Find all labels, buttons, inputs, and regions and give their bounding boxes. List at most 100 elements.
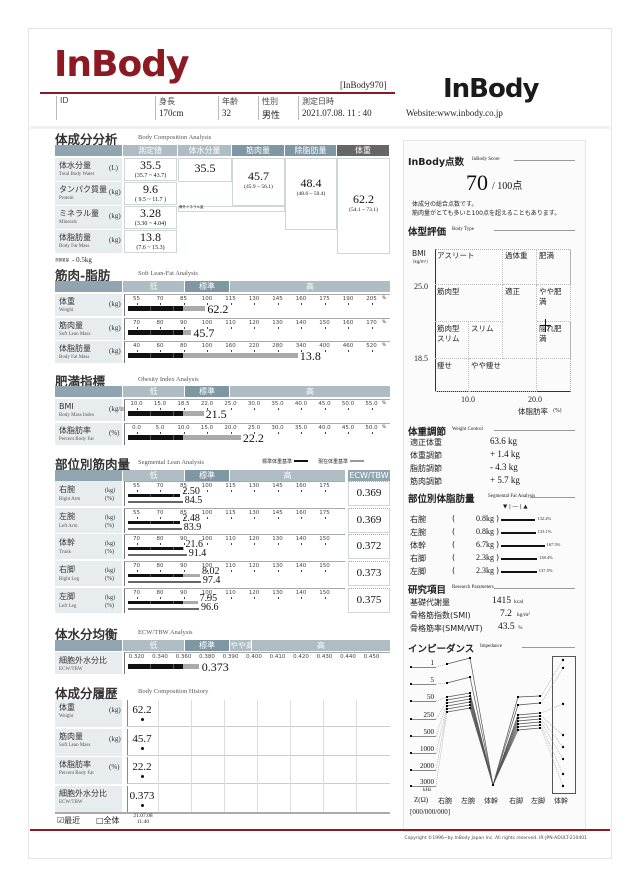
seg-row-3-label-en: Right Leg bbox=[59, 577, 80, 583]
seg-fat-bar-4 bbox=[501, 571, 537, 573]
wc-label-0: 適正体重 bbox=[410, 438, 442, 447]
ecw-row-tick: 0.410 bbox=[269, 654, 286, 660]
tbw-value: 35.5 bbox=[194, 161, 216, 175]
trunk-impedance-box bbox=[552, 656, 576, 794]
seg-fat-pct-0: 132.2% bbox=[537, 516, 552, 521]
obesity-row-1-unit: (%) bbox=[109, 428, 120, 437]
obesity-row-0-tick-mark bbox=[160, 408, 161, 410]
research-label-0: 基礎代謝量 bbox=[410, 598, 450, 607]
ecw-row-tick: 0.400 bbox=[246, 654, 262, 660]
wc-label-3: 筋肉調節 bbox=[410, 477, 442, 486]
seg-fat-paren-close: ) bbox=[496, 540, 500, 549]
seg-row-0-unit-kg: (kg) bbox=[105, 488, 115, 494]
ecw-row-tick: 0.440 bbox=[340, 654, 356, 660]
obesity-row-0-unit: (kg/m²) bbox=[109, 405, 131, 413]
slf-row-2-tick: 40 bbox=[133, 343, 140, 349]
history-row-3-label: 細胞外水分比 bbox=[59, 788, 107, 798]
seg-row-4-tick-mark bbox=[301, 596, 302, 599]
seg-row-0-pct-value: 84.5 bbox=[184, 495, 203, 506]
slf-row-0-bar-extension bbox=[183, 306, 206, 311]
measure-range: (3.30 ~ 4.04) bbox=[134, 221, 167, 227]
seg-row-3-tick: 110 bbox=[225, 563, 236, 570]
slf-row-0-tick: 70 bbox=[156, 296, 164, 302]
history-row-1-track bbox=[127, 728, 390, 756]
band-low: 低 bbox=[123, 386, 184, 397]
ecw-row-tick: 0.380 bbox=[199, 654, 215, 660]
seg-row-3-label: 右脚 bbox=[59, 565, 75, 575]
slf-row-1-tick-mark bbox=[136, 326, 138, 329]
seg-row-4-tick-mark bbox=[136, 596, 138, 599]
seg-fat-label-4: 左脚 bbox=[410, 567, 426, 576]
column-header-1: 体水分量 bbox=[178, 145, 231, 156]
impedance-segment-4: 左脚 bbox=[531, 797, 545, 805]
wc-value-1: + 1.4 kg bbox=[490, 449, 520, 459]
seg-fat-paren-close: ) bbox=[496, 514, 500, 523]
slf-row-0-unit: (kg) bbox=[109, 300, 121, 308]
field-label-4: 測定日時 bbox=[302, 97, 334, 106]
band-normal: 標準 bbox=[185, 386, 229, 397]
slf-row-1-tick-mark bbox=[324, 326, 326, 329]
seg-row-3-tick-mark bbox=[230, 570, 232, 573]
history-row-1-point bbox=[141, 746, 144, 750]
history-grid-line bbox=[224, 700, 225, 812]
history-row-2-point bbox=[141, 775, 144, 778]
band-label-header bbox=[55, 281, 122, 292]
history-row-2-label-cell bbox=[55, 757, 122, 784]
slf-row-2-tick-mark bbox=[324, 350, 326, 352]
freq-label-4: 500 bbox=[423, 728, 435, 736]
body-type-cell-9: 痩せ bbox=[435, 359, 469, 392]
seg-row-1-ecw-cell bbox=[348, 507, 390, 533]
seg-fat-pct-3: 138.4% bbox=[538, 555, 553, 560]
seg-row-2-tick: 70 bbox=[133, 536, 140, 543]
history-all-checkbox[interactable]: □全体 bbox=[96, 816, 120, 825]
bc-row-3-label-cell bbox=[55, 230, 122, 253]
slf-row-1-tick: 170 bbox=[366, 319, 377, 326]
seg-row-2-tick-mark bbox=[230, 543, 232, 546]
obesity-row-1-tick: 15.0 bbox=[200, 424, 214, 431]
seg-row-3-tick: 140 bbox=[295, 563, 307, 570]
seg-row-4-ecw-cell bbox=[348, 587, 390, 613]
bc-row-3-label: 体脂肪量 bbox=[59, 233, 91, 242]
impedance-segment-1: 左腕 bbox=[461, 797, 475, 805]
weight-control-rule bbox=[494, 430, 575, 431]
obesity-row-1-tick-mark bbox=[183, 431, 185, 434]
seg-fat-pct-2: 167.5% bbox=[546, 542, 561, 547]
field-divider bbox=[218, 96, 219, 120]
seg-row-4-unit-pct: (%) bbox=[105, 602, 114, 609]
pbf-tick-20: 20.0 bbox=[528, 395, 542, 404]
seg-row-3-tick: 130 bbox=[272, 563, 283, 570]
score-subtitle: InBody Score bbox=[472, 157, 500, 162]
header-band bbox=[30, 126, 610, 129]
slf-row-1-tick-mark bbox=[160, 326, 161, 329]
slf-row-0-tick-mark bbox=[136, 303, 138, 305]
slf-row-2-tick-mark bbox=[277, 350, 279, 352]
obesity-row-1-tick: 10.0 bbox=[177, 424, 190, 431]
field-label-2: 年齢 bbox=[222, 97, 238, 106]
seg-row-1-tick: 145 bbox=[272, 509, 283, 516]
slf-row-2-label-en: Body Fat Mass bbox=[59, 355, 90, 360]
wc-value-3: + 5.7 kg bbox=[490, 475, 520, 485]
seg-row-4-kg-bar bbox=[128, 600, 183, 604]
column-header-2: 筋肉量 bbox=[232, 145, 284, 156]
history-grid-line bbox=[158, 700, 159, 812]
history-row-1-value: 45.7 bbox=[132, 732, 152, 745]
seg-row-2-label: 体幹 bbox=[59, 538, 75, 548]
history-row-0-label-cell bbox=[55, 700, 122, 727]
seg-row-4-kg-value: 7.95 bbox=[199, 592, 218, 604]
seg-fat-label-2: 体幹 bbox=[410, 541, 426, 550]
seg-row-2-ecw-cell bbox=[348, 534, 390, 560]
score-title: InBody点数 bbox=[408, 157, 465, 168]
legend-standard-line bbox=[294, 460, 308, 462]
impedance-segment-5: 体幹 bbox=[554, 797, 568, 805]
page-frame bbox=[28, 28, 612, 859]
seg-row-3-tick-mark bbox=[160, 570, 161, 573]
seg-row-2-ecw-value: 0.372 bbox=[356, 540, 382, 553]
obesity-row-1-tick: 35.0 bbox=[294, 424, 308, 431]
seg-fat-pct-1: 133.1% bbox=[537, 529, 552, 534]
band-normal: 標準 bbox=[185, 281, 229, 292]
slf-row-1-tick-mark bbox=[254, 326, 255, 329]
freq-rule-3 bbox=[412, 719, 436, 720]
body-comp-title: 体成分分析 bbox=[55, 132, 118, 147]
history-recent-checkbox[interactable]: ☑最近 bbox=[57, 816, 81, 825]
history-row-2-label-en: Percent Body Fat bbox=[59, 771, 94, 776]
